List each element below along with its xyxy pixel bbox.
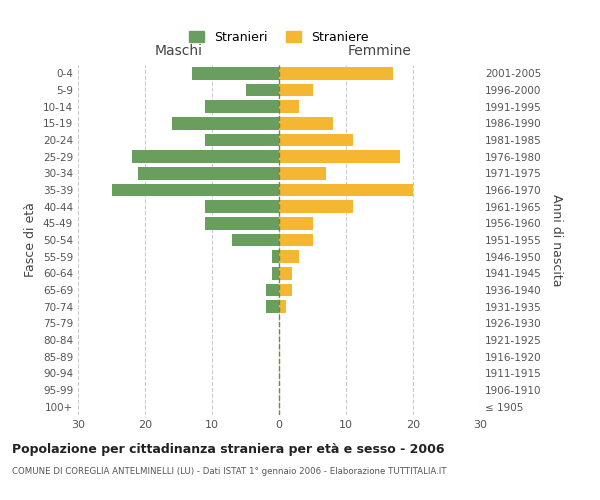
Legend: Stranieri, Straniere: Stranieri, Straniere xyxy=(184,26,374,49)
Bar xyxy=(279,234,313,246)
Bar xyxy=(266,284,279,296)
Bar xyxy=(205,100,279,113)
Bar xyxy=(279,284,292,296)
Bar xyxy=(279,150,400,163)
Bar xyxy=(279,117,332,130)
Bar xyxy=(205,217,279,230)
Bar xyxy=(279,84,313,96)
Bar xyxy=(272,250,279,263)
Y-axis label: Anni di nascita: Anni di nascita xyxy=(550,194,563,286)
Bar xyxy=(245,84,279,96)
Text: Popolazione per cittadinanza straniera per età e sesso - 2006: Popolazione per cittadinanza straniera p… xyxy=(12,442,445,456)
Bar xyxy=(279,184,413,196)
Bar xyxy=(192,67,279,80)
Bar xyxy=(279,100,299,113)
Y-axis label: Fasce di età: Fasce di età xyxy=(25,202,37,278)
Bar xyxy=(138,167,279,179)
Bar xyxy=(172,117,279,130)
Text: Femmine: Femmine xyxy=(347,44,412,58)
Bar xyxy=(131,150,279,163)
Bar xyxy=(279,217,313,230)
Bar xyxy=(279,134,353,146)
Bar xyxy=(272,267,279,280)
Bar xyxy=(205,200,279,213)
Bar xyxy=(205,134,279,146)
Bar xyxy=(279,250,299,263)
Bar xyxy=(112,184,279,196)
Bar xyxy=(279,67,393,80)
Text: COMUNE DI COREGLIA ANTELMINELLI (LU) - Dati ISTAT 1° gennaio 2006 - Elaborazione: COMUNE DI COREGLIA ANTELMINELLI (LU) - D… xyxy=(12,468,446,476)
Bar xyxy=(266,300,279,313)
Bar xyxy=(279,300,286,313)
Text: Maschi: Maschi xyxy=(155,44,203,58)
Bar xyxy=(232,234,279,246)
Bar xyxy=(279,200,353,213)
Bar xyxy=(279,167,326,179)
Bar xyxy=(279,267,292,280)
